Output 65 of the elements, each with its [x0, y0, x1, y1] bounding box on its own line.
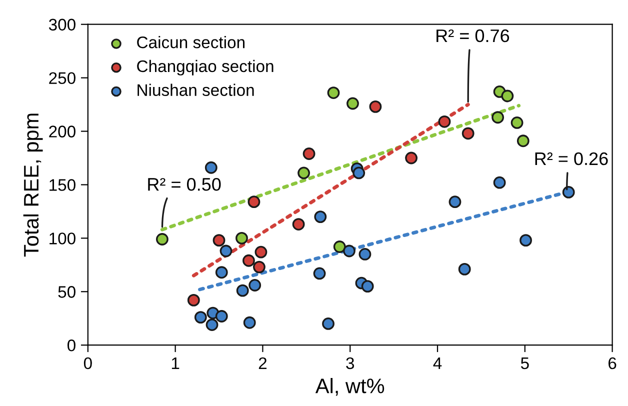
y-tick-label: 150	[50, 179, 76, 191]
point	[298, 166, 310, 180]
y-tick-label: 100	[50, 232, 76, 244]
point	[242, 254, 255, 267]
x-tick-label: 2	[258, 357, 267, 369]
point	[352, 166, 366, 180]
y-tick-label: 200	[49, 126, 76, 138]
point	[516, 134, 530, 148]
point	[520, 234, 532, 247]
point	[156, 233, 168, 246]
point	[493, 176, 506, 189]
y-axis-title: Total REE, ppm	[23, 114, 43, 257]
x-tick-label: 0	[84, 357, 92, 370]
point	[314, 210, 327, 224]
point	[333, 240, 346, 253]
point	[322, 318, 334, 330]
annotation: R² = 0.76	[436, 29, 510, 42]
point	[361, 280, 374, 293]
point	[327, 86, 340, 99]
annotation: R² = 0.50	[148, 178, 221, 191]
point	[346, 97, 359, 110]
x-tick-label: 4	[433, 358, 442, 369]
point	[204, 161, 218, 174]
point	[358, 248, 372, 260]
point	[562, 186, 575, 198]
point	[313, 267, 326, 280]
legend-label: Changqiao section	[137, 60, 274, 76]
point	[248, 279, 262, 292]
point	[510, 116, 524, 129]
point	[236, 232, 248, 244]
point	[215, 310, 228, 322]
point	[501, 90, 514, 102]
point	[187, 294, 200, 306]
point	[405, 152, 418, 164]
point	[458, 262, 471, 276]
y-tick-label: 0	[67, 340, 76, 352]
point	[212, 234, 226, 247]
point	[206, 318, 218, 331]
x-tick-label: 1	[172, 358, 180, 369]
legend-label: Caicun section	[137, 36, 244, 48]
point	[248, 196, 260, 208]
point	[254, 246, 268, 258]
point	[448, 196, 462, 208]
y-tick-label: 300	[48, 18, 76, 31]
y-tick-label: 50	[58, 286, 76, 298]
point	[215, 266, 228, 279]
x-tick-label: 6	[608, 357, 616, 370]
annotation: R² = 0.26	[535, 152, 608, 166]
point	[438, 115, 451, 128]
point	[369, 100, 382, 113]
x-tick-label: 5	[520, 358, 529, 370]
y-tick-label: 250	[49, 72, 76, 84]
x-axis-title: Al, wt%	[315, 378, 384, 396]
point	[243, 316, 256, 329]
point	[292, 218, 305, 230]
point	[462, 127, 474, 140]
point	[492, 111, 504, 124]
point	[194, 311, 207, 324]
point	[253, 260, 266, 274]
legend-label: Niushan section	[138, 84, 254, 96]
x-tick-label: 3	[346, 357, 354, 370]
point	[220, 244, 232, 258]
point	[236, 284, 249, 297]
point	[343, 244, 356, 258]
point	[302, 148, 316, 160]
